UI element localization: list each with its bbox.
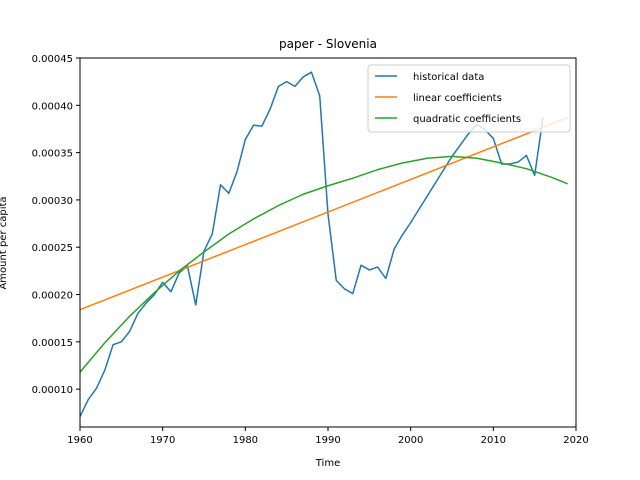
legend-box [367,64,571,133]
x-tick-label: 1980 [233,435,258,446]
series-line-linear-coefficients [79,116,569,311]
legend-label-linear-coefficients: linear coefficients [413,93,502,104]
legend: historical data linear coefficients quad… [367,64,571,133]
y-tick-label: 0.00045 [32,54,73,65]
x-tick-label: 2010 [481,435,506,446]
chart-title: paper - Slovenia [279,37,377,51]
x-axis: 1960 1970 1980 1990 2000 2010 2020 [67,427,589,446]
legend-label-historical-data: historical data [413,72,484,83]
y-tick-label: 0.00015 [32,338,73,349]
y-tick-label: 0.00025 [32,243,73,254]
x-axis-label: Time [315,458,340,469]
y-axis: 0.00010 0.00015 0.00020 0.00025 0.00030 0.000… [32,54,80,396]
x-tick-label: 1990 [315,435,340,446]
y-tick-label: 0.00035 [32,149,73,160]
y-tick-label: 0.00020 [32,291,73,302]
plot-lines [79,71,569,417]
series-line-quadratic-coefficients [79,155,569,373]
y-tick-label: 0.00010 [32,385,73,396]
y-tick-label: 0.00040 [32,101,73,112]
x-tick-label: 2020 [563,435,588,446]
legend-label-quadratic-coefficients: quadratic coefficients [413,114,521,125]
x-tick-label: 1960 [67,435,92,446]
x-tick-label: 2000 [398,435,423,446]
x-tick-label: 1970 [150,435,175,446]
y-tick-label: 0.00030 [32,196,73,207]
y-axis-label: Amount per capita [0,196,9,289]
